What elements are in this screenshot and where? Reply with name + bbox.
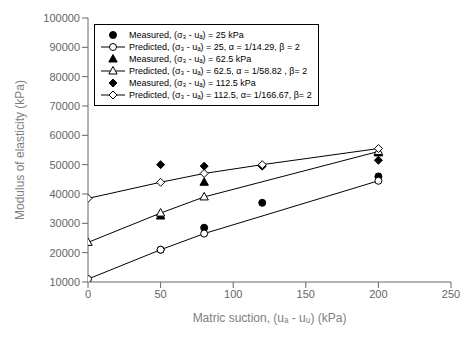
html-text:Predicted, (σ₃ - uₐ) = 112.5,: Predicted, (σ₃ - uₐ) = 112.5, α= 1/166.6…	[129, 90, 312, 100]
html-text:Measured, (σ₃ - uₐ) = 112.5 kP: Measured, (σ₃ - uₐ) = 112.5 kPa	[129, 78, 256, 88]
svg-text:60000: 60000	[49, 129, 80, 141]
html-text:Measured, (σ₃ - uₐ) = 25 kPa: Measured, (σ₃ - uₐ) = 25 kPa	[129, 30, 244, 40]
svg-text:150: 150	[297, 288, 315, 300]
html-text:Predicted, (σ₃ - uₐ) = 62.5, α: Predicted, (σ₃ - uₐ) = 62.5, α = 1/58.82…	[129, 66, 308, 76]
svg-text:Matric suction, (uₐ - uᵤ) (kPa: Matric suction, (uₐ - uᵤ) (kPa)	[193, 311, 347, 325]
svg-text:50000: 50000	[49, 159, 80, 171]
svg-text:Modulus of elasticity (kPa): Modulus of elasticity (kPa)	[13, 80, 27, 220]
svg-text:100000: 100000	[43, 12, 80, 24]
svg-text:70000: 70000	[49, 100, 80, 112]
html-text:Predicted, (σ₃ - uₐ) = 25, α =: Predicted, (σ₃ - uₐ) = 25, α = 1/14.29, …	[129, 42, 300, 52]
svg-text:50: 50	[154, 288, 166, 300]
svg-text:200: 200	[369, 288, 387, 300]
svg-text:100: 100	[224, 288, 242, 300]
svg-text:90000: 90000	[49, 41, 80, 53]
svg-text:250: 250	[442, 288, 460, 300]
svg-text:20000: 20000	[49, 247, 80, 259]
svg-text:80000: 80000	[49, 71, 80, 83]
html-text:Measured, (σ₃ - uₐ) = 62.5 kPa: Measured, (σ₃ - uₐ) = 62.5 kPa	[129, 54, 252, 64]
svg-text:40000: 40000	[49, 188, 80, 200]
svg-text:10000: 10000	[49, 276, 80, 288]
svg-text:30000: 30000	[49, 217, 80, 229]
svg-text:0: 0	[85, 288, 91, 300]
